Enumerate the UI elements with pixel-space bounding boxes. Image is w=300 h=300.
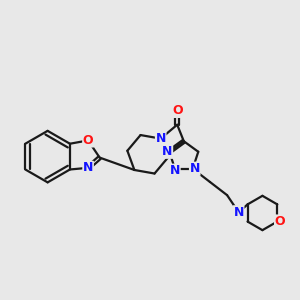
Text: N: N: [83, 161, 93, 174]
Text: N: N: [155, 132, 166, 145]
Text: N: N: [162, 145, 172, 158]
Text: N: N: [233, 206, 244, 219]
Text: O: O: [83, 134, 93, 147]
Text: N: N: [170, 164, 180, 177]
Text: O: O: [274, 215, 285, 228]
Text: O: O: [172, 104, 182, 117]
Text: N: N: [190, 162, 200, 175]
